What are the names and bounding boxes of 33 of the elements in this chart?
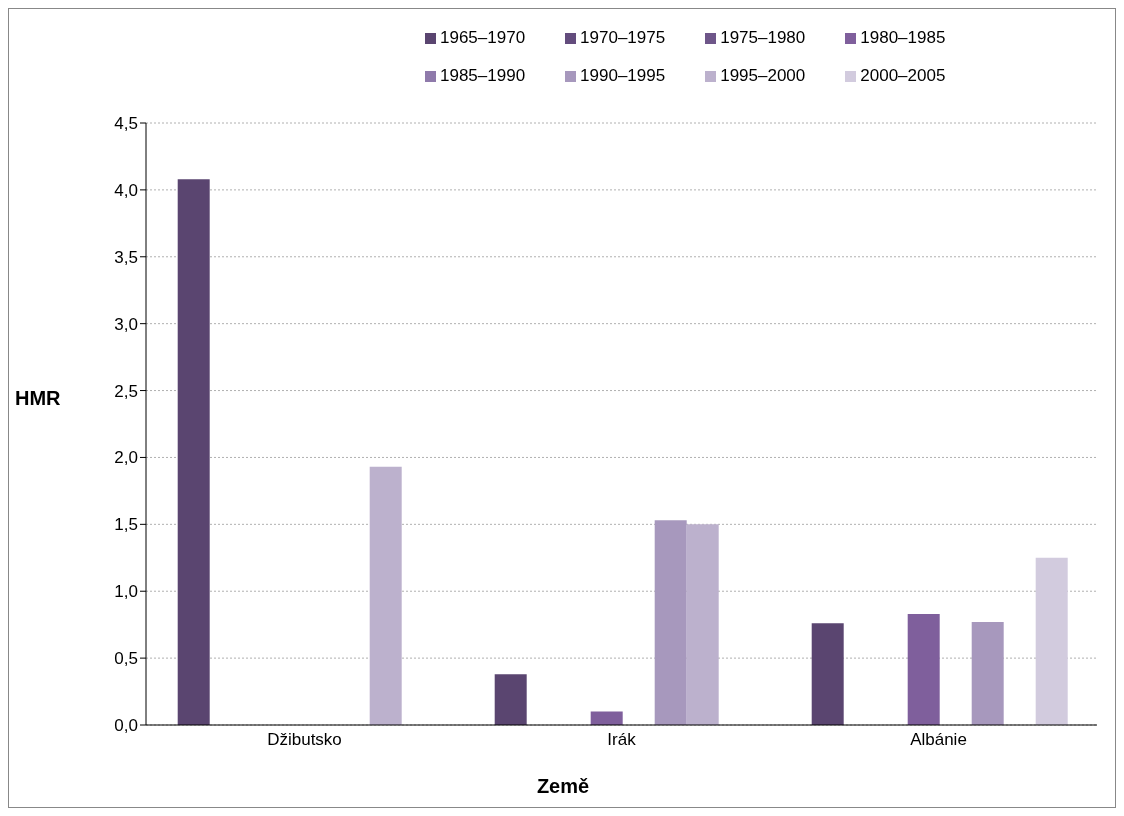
legend-label: 1995–2000 [720, 66, 806, 85]
legend-label: 2000–2005 [860, 66, 946, 85]
legend-label: 1990–1995 [580, 66, 666, 85]
y-tick-label: 4,0 [114, 180, 138, 200]
y-tick-label: 4,5 [114, 114, 138, 134]
bar [1035, 557, 1068, 725]
bar [907, 613, 940, 725]
y-tick-label: 1,5 [114, 515, 138, 535]
legend-label: 1975–1980 [720, 28, 806, 47]
y-tick-label: 3,5 [114, 247, 138, 267]
y-tick-label: 2,0 [114, 448, 138, 468]
bar [686, 524, 719, 725]
bar [369, 466, 402, 725]
x-axis-title: Země [535, 775, 591, 798]
y-tick-label: 1,0 [114, 582, 138, 602]
bar [177, 179, 210, 725]
bar [811, 623, 844, 725]
bar [971, 621, 1004, 725]
x-tick-label: Irák [607, 730, 637, 750]
legend-label: 1985–1990 [440, 66, 526, 85]
y-tick-label: 0,5 [114, 649, 138, 669]
y-tick-label: 3,0 [114, 314, 138, 334]
bar [654, 520, 687, 725]
legend-label: 1970–1975 [580, 28, 666, 47]
legend-label: 1980–1985 [860, 28, 946, 47]
x-tick-label: Albánie [910, 730, 967, 750]
x-tick-label: Džibutsko [267, 730, 342, 750]
legend-label: 1965–1970 [440, 28, 526, 47]
bar [494, 674, 527, 725]
bar [590, 711, 623, 725]
y-tick-label: 2,5 [114, 381, 138, 401]
y-tick-label: 0,0 [114, 716, 138, 736]
y-axis-title: HMR [15, 387, 61, 410]
